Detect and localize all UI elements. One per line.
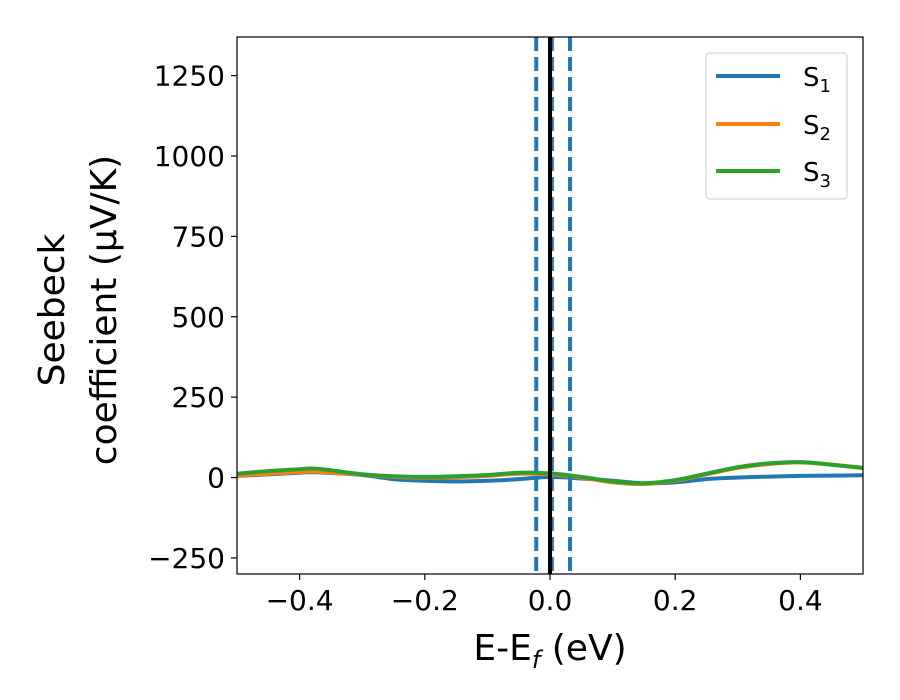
legend-label-s3: S3	[803, 158, 831, 192]
x-tick-label: −0.2	[391, 584, 459, 617]
y-tick-label: 750	[172, 220, 225, 253]
y-tick-label: 1250	[154, 60, 225, 93]
legend-label-s2: S2	[803, 111, 831, 145]
y-axis-label-line1: Seebeck	[32, 233, 73, 386]
legend: S1 S2 S3	[705, 52, 848, 200]
y-tick-label: 250	[172, 381, 225, 414]
y-tick-label: −250	[148, 542, 225, 575]
y-tick-label: 500	[172, 301, 225, 334]
x-tick-label: 0.0	[528, 584, 573, 617]
x-tick-label: −0.4	[266, 584, 334, 617]
y-axis-label-line2: coefficient (μV/K)	[84, 155, 125, 465]
y-ticks: −250 0 250 500 750 1000 1250	[148, 60, 237, 575]
reference-lines	[534, 37, 573, 574]
x-axis-label: E-Ef (eV)	[473, 628, 626, 674]
x-tick-label: 0.2	[653, 584, 698, 617]
x-ticks: −0.4 −0.2 0.0 0.2 0.4	[266, 574, 823, 617]
y-tick-label: 0	[207, 462, 225, 495]
legend-label-s1: S1	[803, 63, 831, 97]
y-tick-label: 1000	[154, 140, 225, 173]
y-axis-label: Seebeck coefficient (μV/K)	[32, 155, 125, 465]
x-tick-label: 0.4	[778, 584, 823, 617]
